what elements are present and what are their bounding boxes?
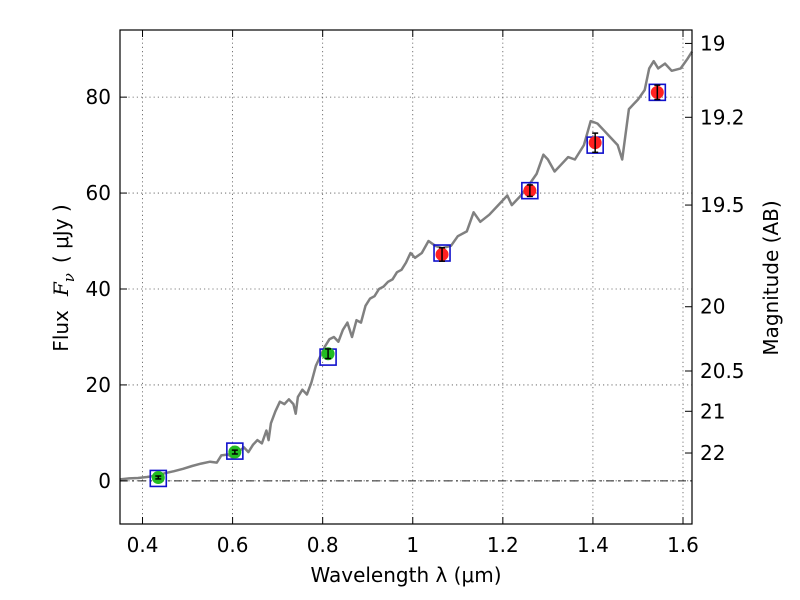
y-tick-label: 0 <box>98 469 111 493</box>
y-axis-ticks: 0 20 40 60 80 <box>86 85 127 493</box>
right-tick-label: 20 <box>700 295 725 319</box>
right-tick-label: 21 <box>700 399 725 423</box>
y-tick-label: 80 <box>86 85 111 109</box>
y-tick-label: 60 <box>86 181 111 205</box>
y-axis-label-symbol: F <box>49 281 73 297</box>
grid-lines <box>120 30 692 524</box>
y-tick-label: 40 <box>86 277 111 301</box>
right-axis-ticks: 19 19.2 19.5 20 20.5 21 22 <box>685 31 745 465</box>
right-tick-label: 19.2 <box>700 105 745 129</box>
x-tick-label: 0.4 <box>127 533 159 557</box>
x-axis-ticks: 0.4 0.6 0.8 1 1.2 1.4 1.6 <box>127 30 699 557</box>
x-tick-label: 1.4 <box>577 533 609 557</box>
x-axis-label: Wavelength λ (μm) <box>310 563 501 587</box>
right-tick-label: 19.5 <box>700 193 745 217</box>
plot-frame <box>119 29 693 525</box>
right-tick-label: 22 <box>700 441 725 465</box>
y-tick-label: 20 <box>86 373 111 397</box>
x-tick-label: 1.2 <box>487 533 519 557</box>
y-axis-label-unit: ( μJy ) <box>49 204 73 263</box>
x-tick-label: 0.6 <box>217 533 249 557</box>
model-box-marker <box>149 469 168 488</box>
model-spectrum-line <box>119 50 694 481</box>
right-axis-label: Magnitude (AB) <box>759 200 783 355</box>
svg-text:FluxFν( μJy ): Flux Fν ( μJy ) <box>49 204 78 351</box>
x-tick-label: 1.6 <box>667 533 699 557</box>
model-box-marker <box>648 83 667 102</box>
model-box-marker <box>226 442 244 460</box>
y-axis-label: Flux Fν ( μJy ) <box>49 204 78 351</box>
right-tick-label: 20.5 <box>700 359 745 383</box>
model-box-marker <box>521 181 539 200</box>
right-tick-label: 19 <box>700 31 725 55</box>
x-tick-label: 0.8 <box>307 533 339 557</box>
model-photometry-boxes <box>149 83 667 488</box>
y-axis-label-text: Flux <box>49 310 73 352</box>
observed-photometry-points <box>151 84 664 484</box>
y-axis-label-subscript: ν <box>60 273 78 282</box>
x-tick-label: 1 <box>406 533 419 557</box>
